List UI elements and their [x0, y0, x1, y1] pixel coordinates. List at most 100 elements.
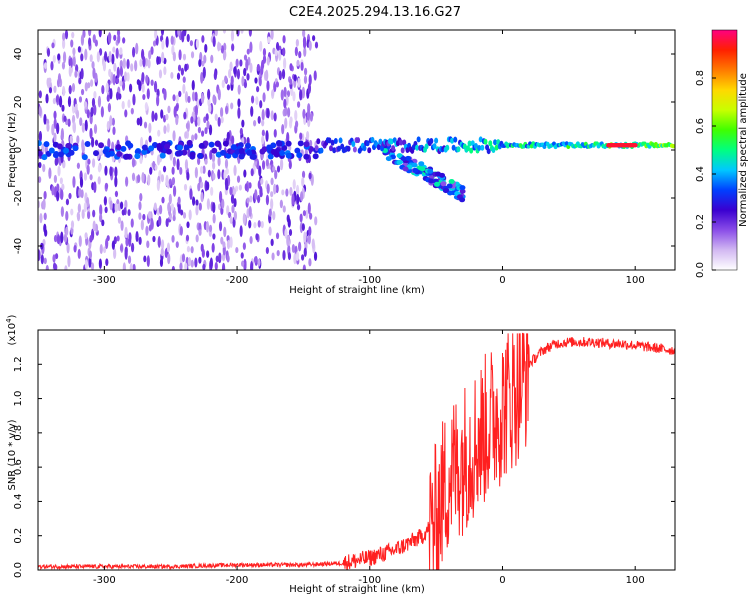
heatmap-cell	[282, 47, 286, 57]
heatmap-cell	[163, 125, 167, 135]
heatmap-cell	[139, 59, 143, 67]
heatmap-cell	[38, 161, 42, 169]
heatmap-cell	[168, 178, 172, 186]
heatmap-cell	[211, 153, 216, 163]
heatmap-cell	[51, 42, 55, 49]
heatmap-cell	[158, 215, 162, 227]
heatmap-cell	[250, 168, 254, 177]
heatmap-cell	[57, 73, 62, 84]
heatmap-cell	[305, 209, 309, 219]
heatmap-cell	[283, 57, 287, 70]
heatmap-cell	[72, 175, 76, 188]
heatmap-cell	[268, 226, 272, 236]
heatmap-cell	[175, 94, 179, 103]
heatmap-cell	[243, 67, 247, 77]
heatmap-cell	[84, 232, 88, 240]
heatmap-cell	[296, 59, 300, 67]
heatmap-cell	[54, 253, 59, 260]
heatmap-cell	[52, 152, 59, 159]
heatmap-cell	[153, 80, 158, 93]
heatmap-cell	[211, 242, 215, 253]
heatmap-cell	[203, 116, 207, 124]
heatmap-cell	[172, 215, 176, 222]
heatmap-cell	[330, 139, 335, 146]
heatmap-cell	[80, 88, 85, 96]
heatmap-cell	[78, 235, 82, 247]
heatmap-cell	[119, 244, 124, 252]
heatmap-cell	[224, 158, 229, 169]
heatmap-cell	[229, 61, 233, 72]
heatmap-cell	[73, 245, 77, 253]
heatmap-cell	[172, 51, 176, 62]
heatmap-cell	[376, 144, 381, 151]
heatmap-cell	[92, 220, 96, 232]
heatmap-cell	[272, 165, 276, 173]
heatmap-cell	[81, 209, 85, 220]
heatmap-cell	[48, 167, 52, 179]
heatmap-cell	[70, 39, 74, 48]
heatmap-cell	[87, 211, 91, 220]
heatmap-cell	[124, 199, 128, 210]
heatmap-cell	[494, 144, 499, 151]
heatmap-cell	[309, 139, 313, 148]
heatmap-cell	[97, 164, 102, 173]
heatmap-cell	[98, 258, 102, 269]
heatmap-cell	[288, 160, 292, 170]
heatmap-cell	[248, 219, 252, 229]
heatmap-cell	[143, 255, 147, 263]
heatmap-cell	[156, 179, 160, 192]
heatmap-cell	[186, 139, 193, 146]
heatmap-cell	[285, 140, 292, 147]
heatmap-cell	[93, 104, 97, 116]
heatmap-cell	[66, 242, 70, 254]
heatmap-cell	[179, 225, 183, 236]
heatmap-cell	[69, 57, 73, 69]
heatmap-cell	[119, 66, 123, 77]
heatmap-cell	[237, 84, 241, 95]
heatmap-cell	[194, 133, 198, 141]
heatmap-cell	[379, 145, 384, 152]
heatmap-cell	[152, 40, 157, 47]
heatmap-cell	[38, 249, 41, 262]
heatmap-cell	[57, 151, 64, 158]
heatmap-cell	[295, 120, 299, 129]
heatmap-cell	[212, 94, 216, 104]
heatmap-cell	[301, 176, 305, 187]
heatmap-cell	[184, 159, 189, 171]
heatmap-cell	[245, 58, 249, 71]
heatmap-cell	[255, 96, 259, 106]
heatmap-cell	[280, 158, 284, 171]
heatmap-cell	[52, 97, 56, 105]
heatmap-cell	[102, 60, 107, 72]
heatmap-cell	[211, 147, 218, 154]
heatmap-cell	[113, 34, 117, 41]
heatmap-cell	[114, 202, 118, 213]
heatmap-cell	[165, 148, 172, 155]
heatmap-cell	[239, 59, 243, 67]
heatmap-cell	[41, 143, 45, 153]
heatmap-cell	[45, 265, 49, 270]
heatmap-cell	[171, 166, 175, 175]
heatmap-cell	[217, 169, 221, 180]
heatmap-cell	[299, 89, 303, 101]
heatmap-cell	[175, 115, 179, 126]
heatmap-cell	[208, 224, 213, 233]
heatmap-cell	[296, 193, 300, 205]
heatmap-cell	[144, 57, 149, 67]
heatmap-cell	[307, 202, 311, 215]
heatmap-cell	[303, 75, 308, 84]
heatmap-cell	[198, 256, 202, 264]
heatmap-cell	[157, 236, 161, 248]
heatmap-cell	[69, 135, 73, 144]
heatmap-cell	[70, 220, 75, 229]
heatmap-cell	[161, 196, 165, 204]
heatmap-cell	[152, 160, 156, 169]
heatmap-cell	[217, 156, 221, 167]
heatmap-cell	[256, 195, 261, 204]
heatmap-cell	[246, 149, 253, 156]
snr-y-label: SNR (10 * v/v)	[7, 419, 18, 490]
heatmap-cell	[189, 188, 193, 200]
heatmap-cell	[145, 74, 149, 84]
heatmap-cell	[442, 188, 449, 194]
heatmap-cell	[218, 42, 222, 51]
